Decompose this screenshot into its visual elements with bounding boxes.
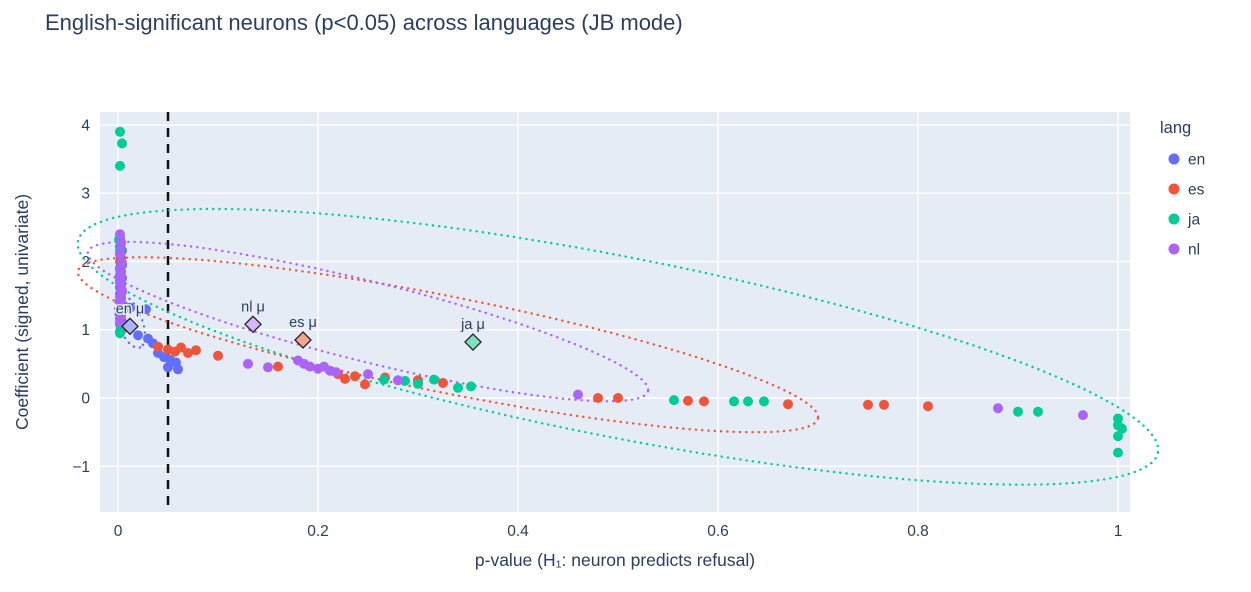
data-point-es[interactable] [360,379,370,390]
confidence-ellipse-es [76,256,820,434]
data-point-ja[interactable] [117,138,127,149]
data-point-es[interactable] [683,395,693,406]
data-point-es[interactable] [593,393,603,403]
legend-marker-es [1168,183,1180,195]
data-point-en[interactable] [125,302,135,313]
data-point-nl[interactable] [263,362,273,373]
data-point-nl[interactable] [305,361,315,372]
data-point-es[interactable] [879,399,889,410]
data-point-ja[interactable] [466,381,476,392]
y-tick-label: 4 [81,117,90,134]
data-point-es[interactable] [213,350,223,361]
data-point-en[interactable] [163,362,173,373]
data-point-es[interactable] [783,399,793,410]
data-point-es[interactable] [923,401,933,412]
data-point-es[interactable] [273,361,283,372]
legend: lang en es ja nl [1160,119,1205,259]
y-tick-label: 1 [81,322,90,339]
legend-item-ja[interactable]: ja [1168,212,1201,229]
series-nl [115,229,1088,421]
data-point-es[interactable] [191,345,201,356]
data-point-es[interactable] [350,371,360,382]
data-point-en[interactable] [141,304,151,315]
legend-title: lang [1160,119,1191,137]
confidence-ellipse-ja [76,207,1160,486]
data-point-nl[interactable] [363,369,373,380]
data-point-ja[interactable] [1117,423,1127,434]
data-point-es[interactable] [613,393,623,403]
data-point-ja[interactable] [1113,447,1123,458]
data-point-nl[interactable] [993,403,1003,414]
y-axis-title: Coefficient (signed, univariate) [12,194,32,430]
legend-item-nl[interactable]: nl [1168,242,1201,259]
legend-marker-nl [1168,243,1180,255]
y-tick-label: 2 [81,254,90,271]
data-point-ja[interactable] [759,396,769,407]
plot-background [100,112,1130,512]
data-point-ja[interactable] [379,374,389,385]
data-point-nl[interactable] [116,238,126,249]
data-point-ja[interactable] [115,160,125,171]
chart-title: English-significant neurons (p<0.05) acr… [45,10,683,35]
data-point-ja[interactable] [429,374,439,385]
data-point-en[interactable] [133,330,143,341]
data-point-nl[interactable] [243,358,253,369]
data-point-ja[interactable] [729,396,739,407]
legend-item-es[interactable]: es [1168,182,1205,199]
x-tick-label: 0 [114,523,123,540]
y-tick-label: −1 [72,459,90,476]
legend-marker-en [1168,153,1180,165]
data-point-nl[interactable] [115,229,125,240]
mean-marker-ja[interactable] [464,333,482,351]
legend-label-es: es [1188,182,1205,199]
data-point-nl[interactable] [1078,410,1088,421]
x-tick-label: 0.4 [507,523,529,540]
data-point-ja[interactable] [1033,406,1043,417]
mean-marker-en[interactable] [121,317,139,336]
data-point-ja[interactable] [1013,406,1023,417]
data-point-es[interactable] [438,378,448,388]
data-point-ja[interactable] [413,378,423,389]
data-point-ja[interactable] [669,395,679,406]
data-point-nl[interactable] [115,316,125,327]
x-tick-label: 0.8 [907,523,929,540]
mean-marker-nl[interactable] [244,315,262,334]
x-tick-label: 0.2 [307,523,329,540]
y-tick-label: 3 [81,186,90,203]
data-point-ja[interactable] [1113,431,1123,442]
data-point-es[interactable] [183,348,193,358]
legend-label-ja: ja [1187,212,1200,229]
mean-marker-es[interactable] [294,331,312,349]
legend-marker-ja [1168,213,1180,225]
data-point-en[interactable] [173,364,183,375]
legend-item-en[interactable]: en [1168,152,1206,169]
mean-label-es: es μ [289,315,317,331]
data-point-nl[interactable] [331,367,341,378]
legend-label-nl: nl [1188,242,1200,259]
data-point-es[interactable] [153,341,163,352]
x-tick-label: 0.6 [707,523,729,540]
data-point-nl[interactable] [115,248,125,259]
data-point-es[interactable] [340,373,350,384]
data-point-nl[interactable] [393,375,403,386]
mean-label-ja: ja μ [460,317,485,333]
mean-label-nl: nl μ [241,299,265,315]
data-point-es[interactable] [863,399,873,410]
y-tick-label: 0 [81,391,90,408]
confidence-ellipse-nl [86,240,650,403]
mean-label-en: en μ [116,301,145,317]
data-point-ja[interactable] [115,328,125,339]
data-point-nl[interactable] [573,389,583,400]
data-point-ja[interactable] [743,396,753,407]
data-point-ja[interactable] [115,126,125,137]
confidence-ellipse-en [113,294,147,349]
x-axis-title: p-value (H₁: neuron predicts refusal) [475,550,755,570]
legend-label-en: en [1188,152,1205,169]
data-point-ja[interactable] [453,382,463,393]
data-point-es[interactable] [699,396,709,407]
x-tick-label: 1 [1114,523,1123,540]
data-point-es[interactable] [176,342,186,353]
